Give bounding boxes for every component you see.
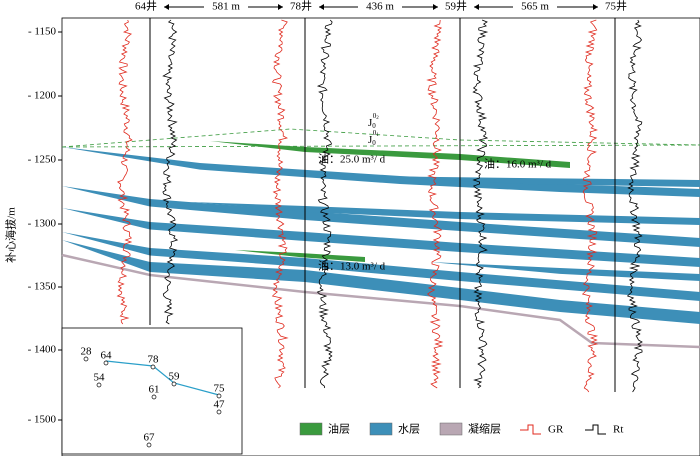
layer (430, 262, 700, 281)
rt-curve (472, 19, 489, 389)
layer (62, 208, 700, 267)
layer (235, 250, 365, 262)
inset-well (171, 381, 177, 387)
legend-swatch (369, 422, 393, 436)
oil-label: 油：16.0 m³/ d (484, 157, 552, 171)
inset-well (96, 382, 102, 388)
distance: 581 m (212, 1, 240, 13)
y-tick-label: - 1300 (28, 218, 57, 230)
y-tick-label: - 1400 (28, 344, 57, 356)
rt-curve (626, 19, 643, 393)
well-logs (116, 18, 643, 393)
distance: 565 m (521, 1, 549, 13)
legend-swatch (299, 422, 323, 436)
legend-line (585, 424, 606, 435)
inset-well (151, 394, 157, 400)
inset-label: 78 (148, 354, 160, 366)
inset-label: 59 (169, 371, 181, 383)
legend-line (520, 424, 541, 435)
horizon-line (61, 144, 700, 148)
y-tick-label: - 1200 (28, 90, 57, 102)
inset-label: 54 (94, 372, 106, 384)
inset-label: 75 (214, 383, 226, 395)
inset-well (83, 356, 89, 362)
legend-label: 水层 (398, 423, 420, 436)
inset-label: 64 (101, 350, 113, 362)
legend-label: 凝缩层 (468, 422, 501, 436)
layer (62, 186, 700, 247)
y-tick-label: - 1150 (28, 26, 57, 38)
horizon-label-part: 0 (373, 129, 377, 137)
gr-curve (271, 19, 289, 389)
horizon-label-part: J (368, 134, 373, 146)
inset-label: 47 (214, 399, 226, 411)
horizon-label-part: 0 (372, 139, 376, 147)
oil-label: 油：13.0 m³/ d (318, 259, 386, 273)
gr-curve (116, 19, 133, 325)
legend-swatch (439, 422, 463, 436)
well-header: 64井 78井 59井 75井 581 m 436 m 565 m (135, 0, 627, 13)
inset-well (150, 364, 156, 370)
inset-label: 61 (149, 384, 160, 396)
inset-well (216, 393, 222, 399)
y-tick-label: - 1500 (28, 414, 57, 426)
oil-label: 油：25.0 m³/ d (318, 152, 386, 166)
well-name: 59井 (445, 0, 467, 13)
legend-label: GR (548, 424, 564, 436)
layer (62, 232, 700, 301)
well-name: 78井 (290, 0, 312, 13)
legend-label: 油层 (328, 422, 350, 436)
y-axis-label: 补心海拔/m (4, 207, 18, 263)
distance: 436 m (366, 1, 394, 13)
inset-section-line (105, 360, 220, 396)
horizon-label-part: 0 (373, 112, 377, 120)
horizon-label-part: 2 (376, 116, 379, 121)
horizon-label-part: 1 (376, 133, 379, 138)
horizon-label: J0 02 (368, 112, 379, 130)
well-name: 64井 (135, 0, 157, 13)
inset-well (103, 360, 109, 366)
y-tick-label: - 1250 (28, 154, 57, 166)
rt-curve (162, 19, 179, 325)
rt-curve (316, 19, 333, 389)
y-tick-label: - 1350 (28, 281, 57, 293)
legend-label: Rt (613, 424, 623, 436)
y-ticks: - 1150 - 1200 - 1250 - 1300 - 1350 - 1400 - 15… (28, 26, 62, 426)
horizon-label-part: J (368, 117, 373, 129)
gr-curve (426, 19, 444, 389)
gr-curve (581, 19, 599, 393)
layer (190, 202, 700, 225)
inset-well (146, 442, 152, 448)
inset-label: 67 (144, 432, 156, 444)
inset-well (216, 409, 222, 415)
well-name: 75井 (605, 0, 627, 13)
strata (61, 128, 700, 349)
legend: 油层 水层 凝缩层 GR Rt (299, 422, 623, 436)
inset-points: 28 64 78 54 59 61 75 47 67 (81, 346, 226, 448)
layer (62, 240, 700, 324)
inset-map (61, 327, 243, 455)
layer (62, 147, 700, 197)
horizon-label-part: 0 (372, 122, 376, 130)
layer (210, 141, 570, 168)
horizon-label: J0 01 (368, 129, 379, 147)
inset-label: 28 (81, 346, 93, 358)
horizon-line (61, 128, 700, 148)
